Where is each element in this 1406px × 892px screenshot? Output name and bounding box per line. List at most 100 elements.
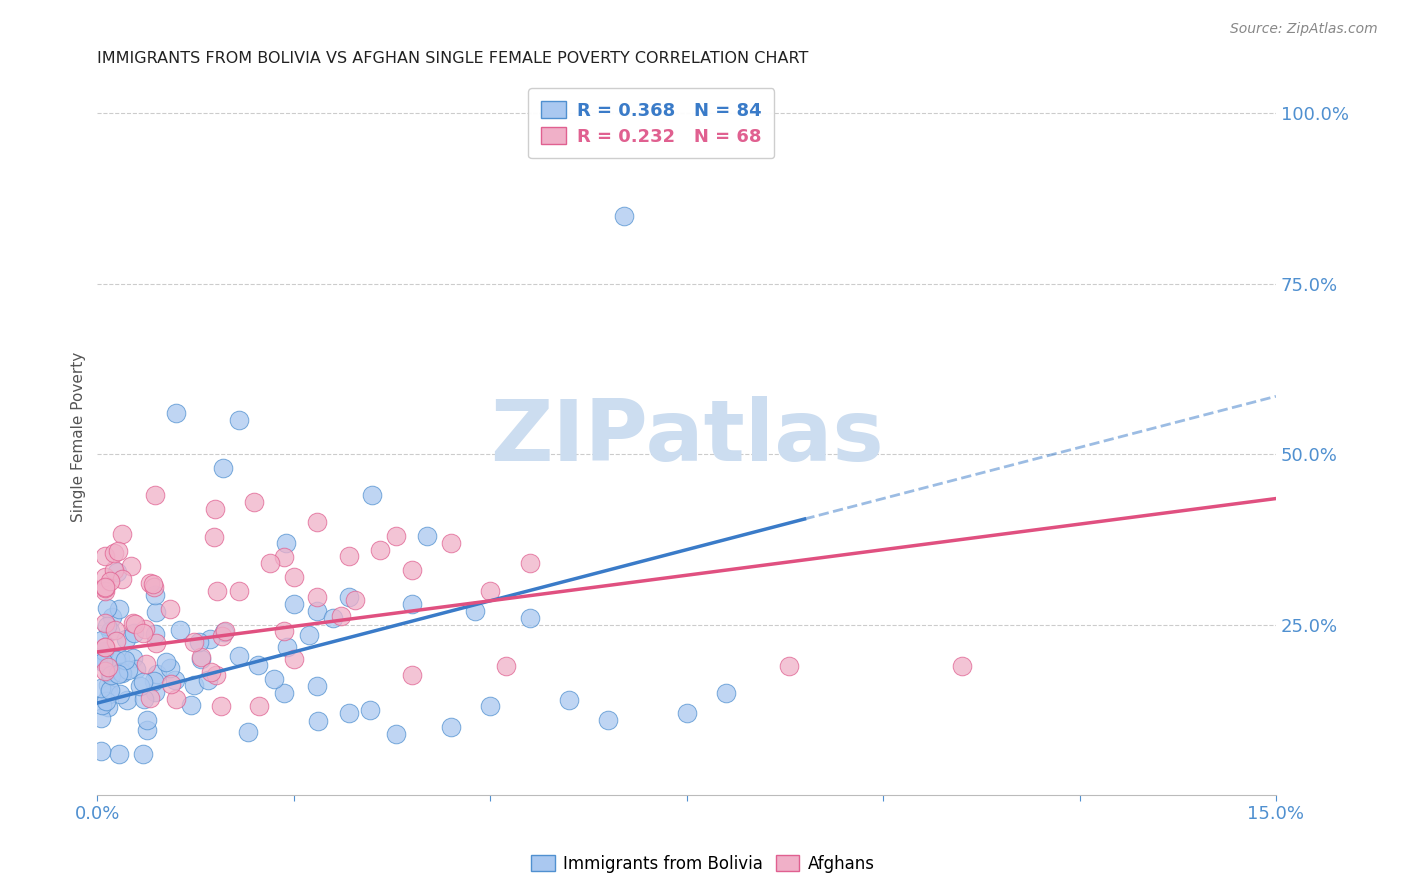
Point [385, 727, 408, 741]
Point [307, 591, 329, 605]
Point [94, 584, 117, 599]
Point [139, 690, 162, 705]
Point [108, 602, 131, 616]
Point [124, 662, 146, 676]
Point [136, 723, 159, 738]
Point [96, 618, 118, 632]
Point [104, 623, 127, 637]
Point [228, 648, 250, 663]
Point [228, 583, 250, 598]
Point [132, 675, 155, 690]
Point [122, 625, 145, 640]
Point [90, 652, 112, 666]
Point [122, 616, 145, 631]
Point [97, 678, 120, 692]
Point [950, 658, 973, 673]
Point [94, 640, 117, 654]
Point [94, 570, 117, 584]
Point [401, 667, 423, 681]
Point [143, 488, 166, 502]
Point [214, 624, 236, 639]
Point [463, 604, 485, 618]
Point [298, 628, 321, 642]
Point [146, 666, 169, 681]
Point [205, 668, 228, 682]
Point [91, 633, 114, 648]
Point [90, 650, 112, 665]
Point [558, 692, 581, 706]
Point [96, 601, 118, 615]
Point [94, 580, 117, 594]
Text: IMMIGRANTS FROM BOLIVIA VS AFGHAN SINGLE FEMALE POVERTY CORRELATION CHART: IMMIGRANTS FROM BOLIVIA VS AFGHAN SINGLE… [97, 51, 808, 66]
Point [139, 575, 162, 590]
Point [98, 668, 121, 682]
Legend: R = 0.368   N = 84, R = 0.232   N = 68: R = 0.368 N = 84, R = 0.232 N = 68 [529, 88, 775, 159]
Point [105, 633, 128, 648]
Point [159, 661, 181, 675]
Y-axis label: Single Female Poverty: Single Female Poverty [72, 352, 86, 523]
Point [134, 623, 156, 637]
Legend: Immigrants from Bolivia, Afghans: Immigrants from Bolivia, Afghans [524, 848, 882, 880]
Point [111, 666, 134, 681]
Point [205, 584, 228, 599]
Point [401, 563, 423, 577]
Point [238, 725, 260, 739]
Point [94, 694, 117, 708]
Point [145, 636, 167, 650]
Point [120, 559, 142, 574]
Point [337, 549, 360, 564]
Point [283, 597, 305, 611]
Point [183, 677, 205, 691]
Point [97, 660, 120, 674]
Point [440, 536, 463, 550]
Point [117, 663, 139, 677]
Point [115, 632, 138, 646]
Point [274, 536, 297, 550]
Point [675, 706, 697, 721]
Point [98, 624, 121, 639]
Point [101, 610, 124, 624]
Point [143, 588, 166, 602]
Point [143, 627, 166, 641]
Point [107, 666, 129, 681]
Point [263, 672, 285, 686]
Point [165, 406, 187, 420]
Point [135, 713, 157, 727]
Point [108, 747, 131, 761]
Point [145, 605, 167, 619]
Point [105, 653, 128, 667]
Point [132, 625, 155, 640]
Point [209, 699, 232, 714]
Point [98, 682, 121, 697]
Point [129, 679, 152, 693]
Point [204, 501, 226, 516]
Point [143, 580, 166, 594]
Point [98, 574, 121, 588]
Point [132, 747, 155, 761]
Point [368, 542, 391, 557]
Point [108, 687, 131, 701]
Text: ZIPatlas: ZIPatlas [489, 396, 883, 479]
Point [359, 702, 381, 716]
Point [159, 677, 181, 691]
Point [100, 668, 122, 682]
Point [519, 611, 541, 625]
Point [135, 657, 157, 672]
Point [143, 685, 166, 699]
Point [202, 530, 225, 544]
Point [778, 658, 800, 673]
Point [169, 624, 191, 638]
Point [440, 720, 463, 734]
Point [103, 546, 125, 560]
Point [110, 665, 132, 680]
Point [94, 640, 117, 654]
Point [155, 655, 177, 669]
Point [273, 624, 295, 639]
Point [107, 544, 129, 558]
Point [103, 563, 125, 577]
Point [198, 632, 221, 647]
Point [228, 413, 250, 427]
Point [211, 629, 233, 643]
Point [111, 572, 134, 586]
Point [273, 686, 295, 700]
